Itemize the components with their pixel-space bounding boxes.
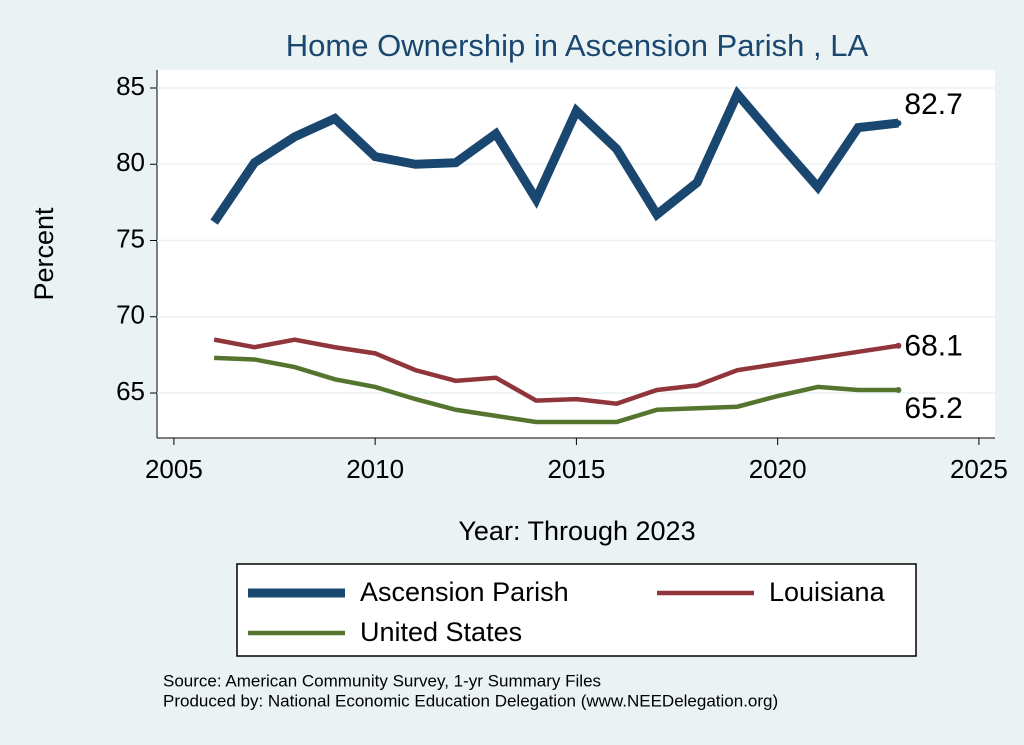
x-axis-label: Year: Through 2023 [458,516,695,546]
end-label: 82.7 [904,88,962,121]
legend-label: Ascension Parish [360,577,569,607]
x-tick-label: 2010 [346,454,404,484]
x-tick-label: 2005 [145,454,203,484]
y-tick-label: 80 [116,147,145,177]
legend-box [236,563,917,657]
chart-title: Home Ownership in Ascension Parish , LA [286,28,869,63]
y-tick-label: 75 [116,223,145,253]
end-point [895,120,902,127]
series-line [214,355,899,425]
y-tick-label: 65 [116,376,145,406]
end-point [895,342,902,349]
end-label: 65.2 [904,392,962,425]
note: Produced by: National Economic Education… [163,691,778,710]
x-tick-label: 2020 [749,454,807,484]
y-axis-label: Percent [29,207,59,301]
series-line [213,337,899,406]
end-point [895,386,902,393]
legend-label: Louisiana [769,577,886,607]
y-tick-label: 85 [116,71,145,101]
x-tick-label: 2025 [950,454,1008,484]
end-label: 68.1 [904,330,962,363]
legend-label: United States [360,617,522,647]
y-tick-label: 70 [116,300,145,330]
x-tick-label: 2015 [547,454,605,484]
series-line [210,85,899,225]
note: Source: American Community Survey, 1-yr … [163,671,601,690]
